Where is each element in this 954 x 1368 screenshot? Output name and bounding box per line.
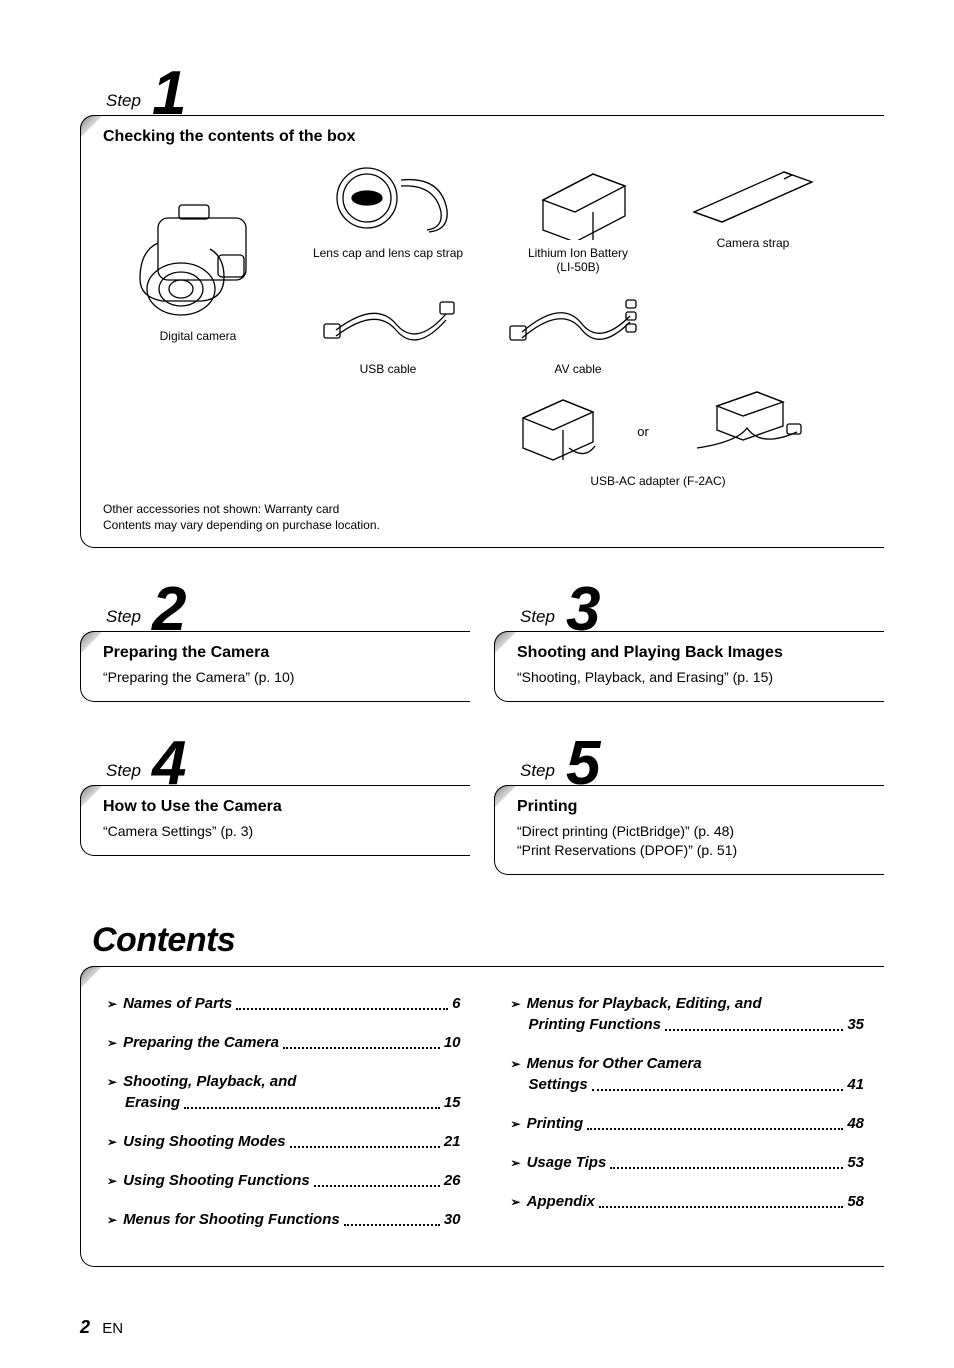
- toc-left-col: ➢Names of Parts6 ➢Preparing the Camera10…: [107, 983, 461, 1248]
- step3-text: “Shooting, Playback, and Erasing” (p. 15…: [517, 668, 868, 687]
- step1-header: Step 1: [80, 60, 884, 115]
- item-adapter-label: USB-AC adapter (F-2AC): [487, 474, 829, 488]
- adapter-or-label: or: [637, 424, 649, 439]
- box-contents-grid: Digital camera Lens cap and lens cap str…: [103, 156, 868, 496]
- toc-entry: ➢Menus for Shooting Functions30: [107, 1209, 461, 1230]
- item-battery-label-l1: Lithium Ion Battery: [487, 246, 669, 260]
- step4-title: How to Use the Camera: [103, 798, 454, 816]
- toc-entry: ➢Printing48: [511, 1113, 865, 1134]
- chevron-right-icon: ➢: [107, 1134, 117, 1151]
- page-lang: EN: [102, 1320, 123, 1337]
- step5-text-l1: “Direct printing (PictBridge)” (p. 48): [517, 822, 868, 841]
- item-camera: Digital camera: [103, 189, 293, 351]
- step5-title: Printing: [517, 798, 868, 816]
- camera-icon: [123, 193, 273, 323]
- chevron-right-icon: ➢: [511, 1194, 521, 1211]
- item-camera-label: Digital camera: [107, 329, 289, 343]
- toc-entry: ➢Menus for Playback, Editing, and Printi…: [511, 993, 865, 1035]
- chevron-right-icon: ➢: [511, 1116, 521, 1133]
- item-usb: USB cable: [293, 282, 483, 384]
- step3-title: Shooting and Playing Back Images: [517, 644, 868, 662]
- usb-cable-icon: [318, 286, 458, 356]
- step4-box: How to Use the Camera “Camera Settings” …: [80, 785, 470, 856]
- item-lenscap: Lens cap and lens cap strap: [293, 156, 483, 282]
- chevron-right-icon: ➢: [107, 1173, 117, 1190]
- step-word: Step: [520, 607, 555, 627]
- lenscap-icon: [323, 160, 453, 240]
- accessories-note-l2: Contents may vary depending on purchase …: [103, 518, 868, 534]
- item-av-label: AV cable: [487, 362, 669, 376]
- battery-icon: [523, 160, 633, 240]
- chevron-right-icon: ➢: [107, 1212, 117, 1229]
- step3-box: Shooting and Playing Back Images “Shooti…: [494, 631, 884, 702]
- step3-wrapper: Step 3 Shooting and Playing Back Images …: [494, 576, 884, 730]
- adapter-icon-a: [509, 388, 599, 468]
- step-word: Step: [520, 761, 555, 781]
- toc-entry: ➢Using Shooting Functions26: [107, 1170, 461, 1191]
- page-footer: 2 EN: [80, 1317, 884, 1338]
- chevron-right-icon: ➢: [511, 1056, 521, 1073]
- toc-entry: ➢Appendix58: [511, 1191, 865, 1212]
- toc-entry: ➢Using Shooting Modes21: [107, 1131, 461, 1152]
- item-battery: Lithium Ion Battery (LI-50B): [483, 156, 673, 282]
- step2-text: “Preparing the Camera” (p. 10): [103, 668, 454, 687]
- page-number: 2: [80, 1317, 90, 1337]
- step5-text-l2: “Print Reservations (DPOF)” (p. 51): [517, 841, 868, 860]
- step4-wrapper: Step 4 How to Use the Camera “Camera Set…: [80, 730, 470, 903]
- toc-entry: ➢Preparing the Camera10: [107, 1032, 461, 1053]
- step4-text: “Camera Settings” (p. 3): [103, 822, 454, 841]
- contents-heading: Contents: [80, 921, 884, 960]
- chevron-right-icon: ➢: [511, 1155, 521, 1172]
- step2-wrapper: Step 2 Preparing the Camera “Preparing t…: [80, 576, 470, 730]
- item-strap-label: Camera strap: [677, 236, 829, 250]
- toc-entry: ➢Names of Parts6: [107, 993, 461, 1014]
- toc-entry: ➢Menus for Other Camera Settings41: [511, 1053, 865, 1095]
- item-adapter: or USB-AC adapter (F-2AC): [483, 384, 833, 496]
- item-strap: Camera strap: [673, 156, 833, 282]
- item-battery-label-l2: (LI-50B): [487, 260, 669, 274]
- step-word: Step: [106, 91, 141, 111]
- accessories-note: Other accessories not shown: Warranty ca…: [103, 502, 868, 533]
- chevron-right-icon: ➢: [107, 1035, 117, 1052]
- accessories-note-l1: Other accessories not shown: Warranty ca…: [103, 502, 868, 518]
- contents-box: ➢Names of Parts6 ➢Preparing the Camera10…: [80, 966, 884, 1267]
- item-usb-label: USB cable: [297, 362, 479, 376]
- step1-box: Checking the contents of the box Digital…: [80, 115, 884, 548]
- step2-box: Preparing the Camera “Preparing the Came…: [80, 631, 470, 702]
- chevron-right-icon: ➢: [107, 1074, 117, 1091]
- chevron-right-icon: ➢: [107, 996, 117, 1013]
- chevron-right-icon: ➢: [511, 996, 521, 1013]
- step5-wrapper: Step 5 Printing “Direct printing (PictBr…: [494, 730, 884, 903]
- step2-title: Preparing the Camera: [103, 644, 454, 662]
- adapter-icon-b: [687, 388, 807, 468]
- step5-box: Printing “Direct printing (PictBridge)” …: [494, 785, 884, 875]
- toc-entry: ➢Usage Tips53: [511, 1152, 865, 1173]
- step1-title: Checking the contents of the box: [103, 128, 868, 146]
- step-word: Step: [106, 607, 141, 627]
- step-word: Step: [106, 761, 141, 781]
- toc-entry: ➢Shooting, Playback, and Erasing15: [107, 1071, 461, 1113]
- item-lenscap-label: Lens cap and lens cap strap: [297, 246, 479, 260]
- av-cable-icon: [508, 286, 648, 356]
- toc-right-col: ➢Menus for Playback, Editing, and Printi…: [511, 983, 865, 1248]
- contents-header: Contents: [80, 921, 884, 960]
- item-av: AV cable: [483, 282, 673, 384]
- strap-icon: [688, 160, 818, 230]
